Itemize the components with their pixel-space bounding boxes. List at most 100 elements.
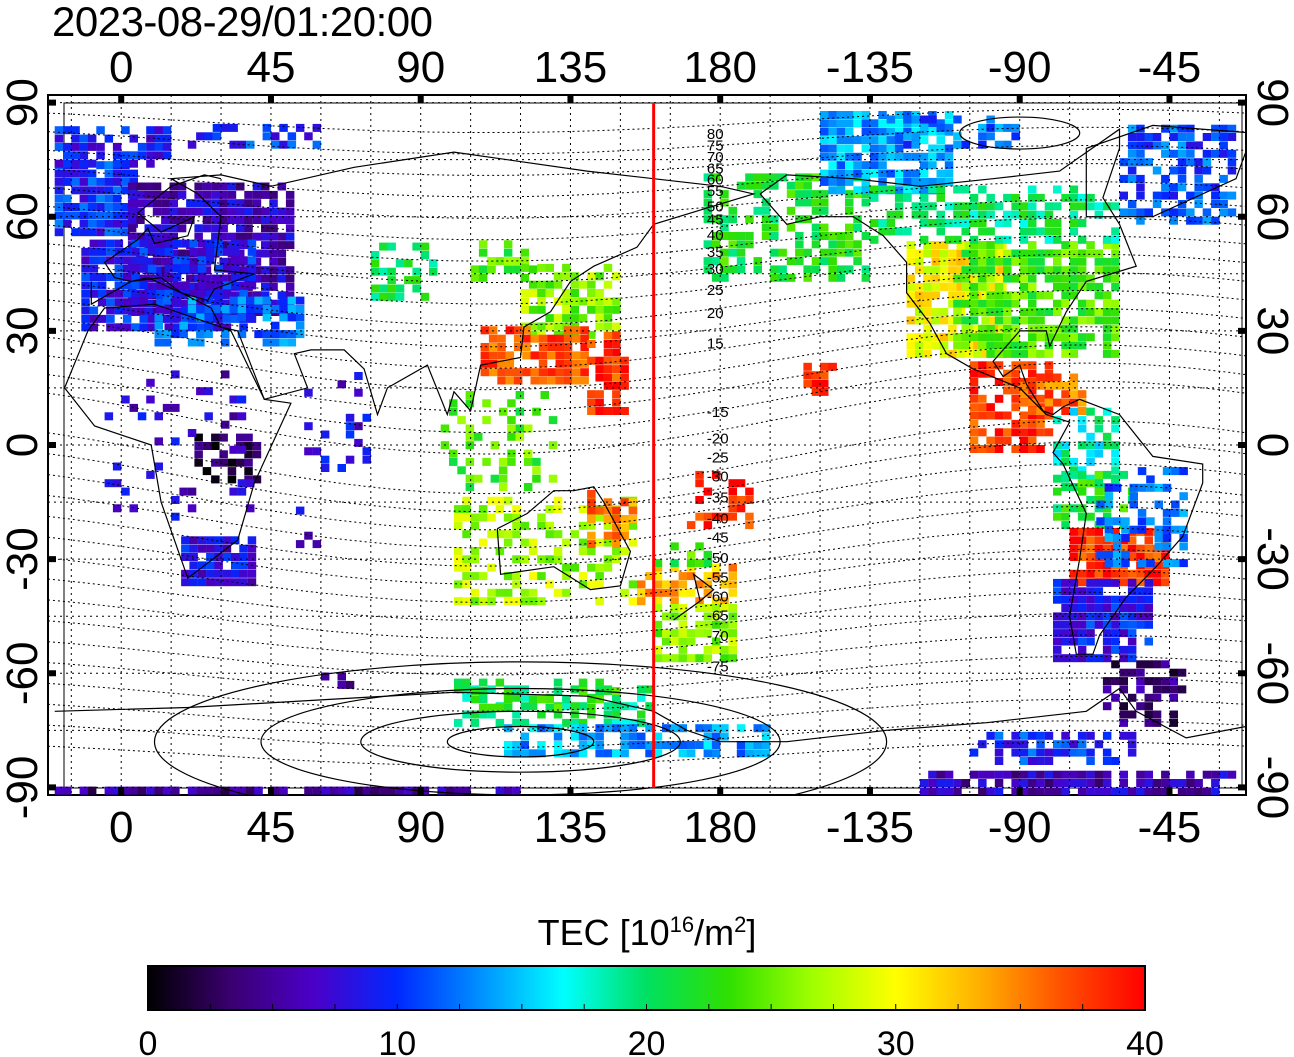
tec-cell xyxy=(1194,200,1203,208)
tec-cell xyxy=(131,273,140,281)
tec-cell xyxy=(578,702,588,711)
mlat-contour xyxy=(48,741,1246,767)
tec-cell xyxy=(1177,166,1187,175)
tec-cell xyxy=(1161,660,1170,669)
tec-cell xyxy=(1111,474,1120,483)
tec-cell xyxy=(520,588,529,597)
tec-cell xyxy=(88,795,97,803)
tec-cell xyxy=(1102,578,1112,587)
tec-cell xyxy=(828,232,837,240)
tec-cell xyxy=(1102,235,1112,244)
tec-cell xyxy=(445,786,455,795)
tec-cell xyxy=(570,718,579,727)
tec-cell xyxy=(894,132,904,141)
tec-cell xyxy=(1003,740,1012,749)
tec-cell xyxy=(845,223,854,232)
tec-cell xyxy=(986,266,995,275)
tec-cell xyxy=(956,249,965,258)
tec-cell xyxy=(520,263,529,272)
tec-cell xyxy=(736,479,746,488)
tec-cell xyxy=(161,224,170,233)
tec-cell xyxy=(538,351,548,360)
tec-cell xyxy=(1061,779,1070,787)
tec-cell xyxy=(820,144,829,153)
tec-cell xyxy=(928,177,937,186)
tec-cell xyxy=(222,553,232,561)
tec-cell xyxy=(1119,731,1128,740)
tec-cell xyxy=(370,251,380,259)
tec-cell xyxy=(1069,349,1079,358)
tec-cell xyxy=(1077,407,1087,415)
tec-cell xyxy=(1053,595,1062,604)
tec-cell xyxy=(931,257,940,266)
tec-cell xyxy=(520,597,529,606)
tec-cell xyxy=(1179,492,1188,501)
tec-cell xyxy=(1094,569,1104,578)
tec-cell xyxy=(96,142,105,151)
tec-cell xyxy=(537,513,546,522)
tec-cell xyxy=(1077,235,1087,244)
tec-cell xyxy=(237,445,247,454)
tec-cell xyxy=(1028,324,1037,333)
tec-cell xyxy=(189,536,198,545)
tec-cell xyxy=(1094,740,1104,749)
tec-cell xyxy=(695,604,704,612)
tec-cell xyxy=(1177,141,1187,150)
tec-cell xyxy=(939,282,949,291)
tec-cell xyxy=(753,749,762,758)
tec-cell xyxy=(845,136,854,145)
tec-cell xyxy=(139,256,148,265)
tec-cell xyxy=(530,368,539,377)
tec-cell xyxy=(994,394,1004,403)
tec-cell xyxy=(1219,133,1228,141)
tec-cell xyxy=(786,206,796,215)
tec-cell xyxy=(811,240,821,249)
tec-cell xyxy=(956,257,965,266)
tec-cell xyxy=(538,368,548,377)
tec-cell xyxy=(1136,668,1145,677)
tec-cell xyxy=(1028,291,1037,300)
tec-cell xyxy=(703,580,713,589)
tec-cell xyxy=(745,240,754,249)
tec-cell xyxy=(229,296,238,305)
tec-cell xyxy=(828,177,837,186)
tec-cell xyxy=(903,140,912,149)
lat-tick-label-left: 0 xyxy=(0,433,47,457)
tec-cell xyxy=(287,305,297,313)
tec-cell xyxy=(79,211,89,220)
tec-cell xyxy=(878,127,887,136)
tec-cell xyxy=(1104,559,1114,568)
tec-cell xyxy=(820,371,829,380)
tec-cell xyxy=(1136,595,1145,604)
tec-cell xyxy=(761,732,771,741)
tec-cell xyxy=(1069,629,1079,638)
tec-cell xyxy=(261,274,270,283)
tec-cell xyxy=(54,786,64,795)
tec-cell xyxy=(1129,525,1138,534)
tec-cell xyxy=(919,123,929,132)
tec-cell xyxy=(271,795,280,803)
tec-cell xyxy=(238,795,247,803)
tec-cell xyxy=(277,216,287,224)
tec-cell xyxy=(678,620,688,629)
tec-cell xyxy=(470,588,480,597)
lon-tick-label-top: 45 xyxy=(246,43,295,92)
tec-cell xyxy=(961,266,970,275)
tec-cell xyxy=(770,173,779,182)
tec-cell xyxy=(870,169,879,178)
tec-cell xyxy=(1102,787,1112,795)
tec-cell xyxy=(512,687,521,695)
tec-cell xyxy=(1069,341,1079,350)
tec-cell xyxy=(395,284,405,293)
tec-cell xyxy=(122,314,132,323)
tec-cell xyxy=(1086,787,1095,795)
tec-cell xyxy=(944,161,954,170)
tec-cell xyxy=(520,685,529,694)
tec-cell xyxy=(1094,202,1104,211)
tec-cell xyxy=(894,210,904,219)
tec-cell xyxy=(612,340,621,348)
lon-tick-label-top: 90 xyxy=(396,43,445,92)
tec-cell xyxy=(262,132,272,141)
tec-cell xyxy=(1111,308,1120,316)
tec-cell xyxy=(304,447,313,456)
